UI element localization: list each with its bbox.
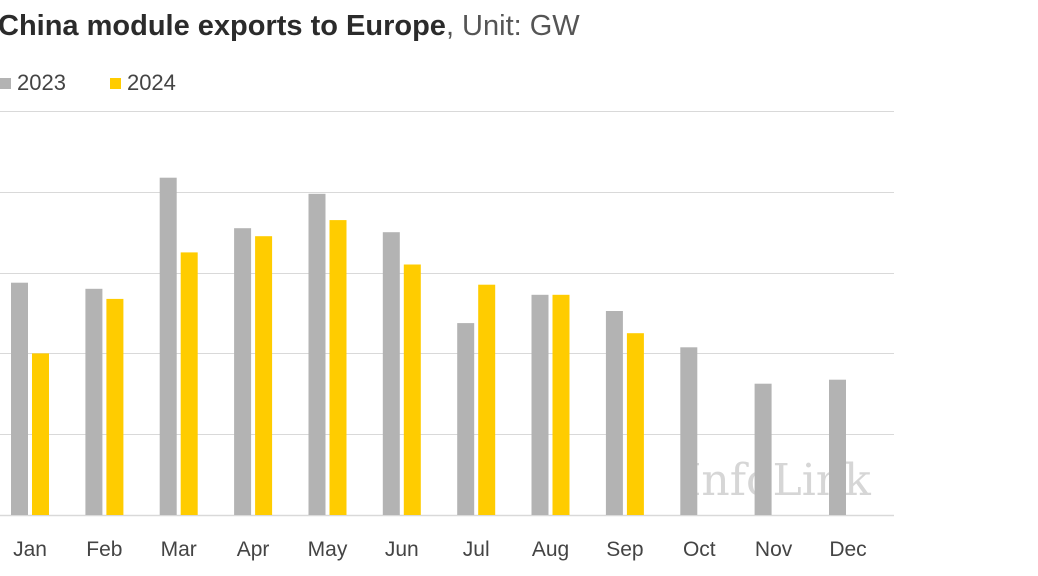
legend-item-2024: 2024	[109, 70, 176, 96]
bar-2024-feb	[106, 298, 124, 515]
x-tick-label-jun: Jun	[385, 538, 419, 561]
x-tick-label-aug: Aug	[532, 538, 569, 561]
bar-2024-sep	[626, 333, 644, 515]
x-tick-label-jul: Jul	[463, 538, 490, 561]
bar-2024-mar	[180, 252, 198, 515]
bar-2023-jun	[382, 232, 400, 515]
x-tick-label-nov: Nov	[755, 538, 793, 561]
gridlines	[0, 111, 894, 517]
bar-2023-may	[308, 193, 326, 516]
x-tick-label-dec: Dec	[829, 538, 866, 561]
bar-2023-apr	[234, 228, 252, 515]
chart-title-main: China module exports to Europe	[0, 10, 446, 42]
chart-title-unit: , Unit: GW	[445, 10, 580, 42]
bar-2023-oct	[680, 347, 698, 515]
bar-2024-apr	[255, 236, 273, 515]
chart-legend: 2023 2024	[0, 70, 220, 96]
bar-2024-aug	[552, 294, 570, 515]
bar-2023-feb	[85, 288, 103, 515]
x-tick-label-apr: Apr	[237, 538, 270, 561]
bar-2023-jan	[11, 282, 28, 515]
x-axis-labels: Jan Feb Mar Apr May Jun Jul Aug Sep Oct Nov Dec	[13, 538, 867, 561]
bar-2023-sep	[605, 311, 623, 515]
x-tick-label-sep: Sep	[606, 538, 643, 561]
bar-2024-jul	[478, 284, 496, 515]
bar-2024-jan	[32, 353, 49, 515]
x-tick-label-may: May	[308, 538, 348, 561]
x-tick-label-oct: Oct	[683, 538, 716, 561]
bars	[11, 177, 846, 516]
bar-2023-dec	[829, 379, 846, 515]
legend-swatch-2024	[109, 77, 121, 89]
bar-2023-jul	[457, 323, 475, 515]
legend-swatch-2023	[0, 77, 11, 89]
x-tick-label-mar: Mar	[161, 538, 197, 561]
chart-title: China module exports to Europe, Unit: GW	[0, 10, 580, 43]
bar-2023-aug	[531, 294, 549, 515]
legend-item-2023: 2023	[0, 70, 66, 96]
bar-2024-may	[329, 220, 347, 515]
bar-2023-mar	[159, 177, 177, 515]
x-tick-label-feb: Feb	[86, 538, 122, 561]
legend-label-2024: 2024	[126, 70, 176, 95]
x-tick-label-jan: Jan	[13, 538, 47, 561]
bar-2024-jun	[403, 264, 421, 515]
legend-label-2023: 2023	[17, 70, 66, 95]
bar-2023-nov	[754, 383, 772, 515]
